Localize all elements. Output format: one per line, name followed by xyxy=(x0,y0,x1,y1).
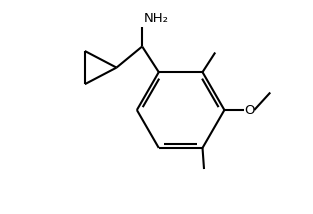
Text: NH₂: NH₂ xyxy=(144,12,169,25)
Text: O: O xyxy=(244,104,254,116)
